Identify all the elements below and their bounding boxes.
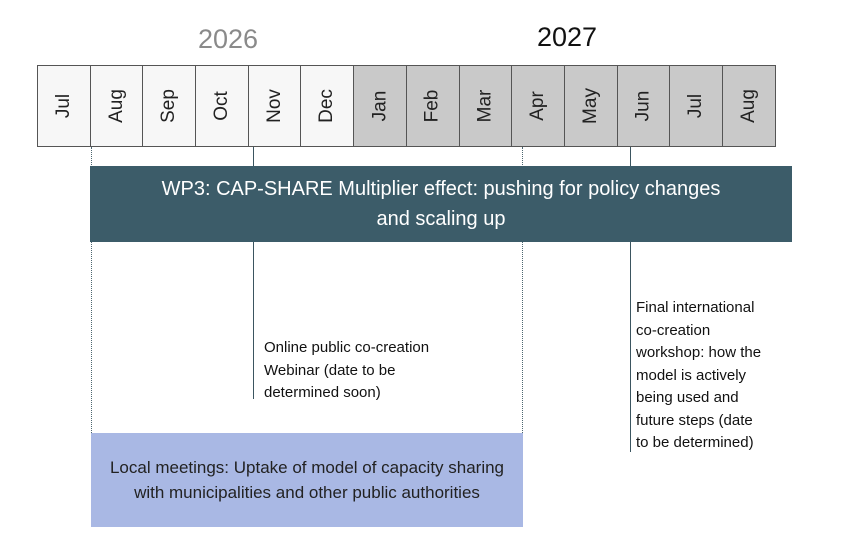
note-line: co-creation	[636, 321, 711, 339]
guide-line-apr	[522, 147, 523, 527]
month-cell: Sep	[142, 65, 197, 147]
connector-nov-top	[253, 147, 254, 166]
connector-nov-bottom	[253, 242, 254, 399]
month-cell: Jan	[353, 65, 407, 147]
guide-line-aug	[91, 147, 92, 527]
month-label: Aug	[737, 89, 759, 123]
connector-jun-top	[630, 147, 631, 166]
wp3-label: WP3: CAP-SHARE Multiplier effect: pushin…	[161, 178, 721, 230]
month-label: Dec	[316, 89, 338, 123]
month-label: Aug	[105, 89, 127, 123]
month-header-row: Jul Aug Sep Oct Nov Dec Jan Feb Mar Apr …	[37, 65, 776, 147]
note-line: determined soon)	[264, 384, 381, 401]
final-workshop-milestone-note: Final international co-creation workshop…	[636, 297, 806, 455]
month-label: Jul	[52, 93, 74, 119]
year-label-2027: 2027	[537, 22, 598, 52]
month-cell: Dec	[300, 65, 355, 147]
month-cell: Aug	[89, 65, 144, 147]
month-label: Oct	[210, 91, 232, 121]
local-meetings-label: Local meetings: Uptake of model of capac…	[109, 458, 505, 502]
month-cell: Aug	[721, 65, 776, 147]
local-meetings-bar: Local meetings: Uptake of model of capac…	[91, 433, 523, 527]
note-line: Webinar (date to be	[264, 361, 396, 379]
note-line: being used and	[636, 389, 739, 406]
connector-jun-bottom	[630, 242, 631, 452]
note-line: Final international	[636, 299, 755, 316]
month-cell: Jul	[37, 65, 91, 147]
wp3-bar: WP3: CAP-SHARE Multiplier effect: pushin…	[90, 166, 792, 242]
month-label: Jul	[685, 93, 707, 119]
note-line: future steps (date	[636, 411, 753, 429]
month-cell: Apr	[511, 65, 565, 147]
month-label: Mar	[474, 89, 496, 123]
month-cell: May	[563, 65, 618, 147]
month-label: Feb	[421, 89, 443, 123]
note-line: to be determined)	[636, 434, 754, 451]
note-line: workshop: how the	[636, 344, 762, 361]
webinar-milestone-note: Online public co-creation Webinar (date …	[264, 337, 464, 405]
month-cell: Jun	[616, 65, 671, 147]
month-cell: Mar	[458, 65, 513, 147]
month-label: Apr	[527, 91, 549, 121]
month-label: Sep	[158, 89, 180, 123]
note-line: Online public co-creation	[264, 339, 430, 356]
month-cell: Oct	[195, 65, 249, 147]
year-label-2026: 2026	[198, 24, 259, 54]
month-cell: Feb	[405, 65, 460, 147]
month-label: Nov	[263, 89, 285, 123]
note-line: model is actively	[636, 366, 747, 384]
month-label: Jan	[368, 90, 390, 122]
month-label: May	[579, 88, 601, 124]
month-cell: Jul	[669, 65, 723, 147]
month-label: Jun	[632, 90, 654, 122]
month-cell: Nov	[247, 65, 302, 147]
